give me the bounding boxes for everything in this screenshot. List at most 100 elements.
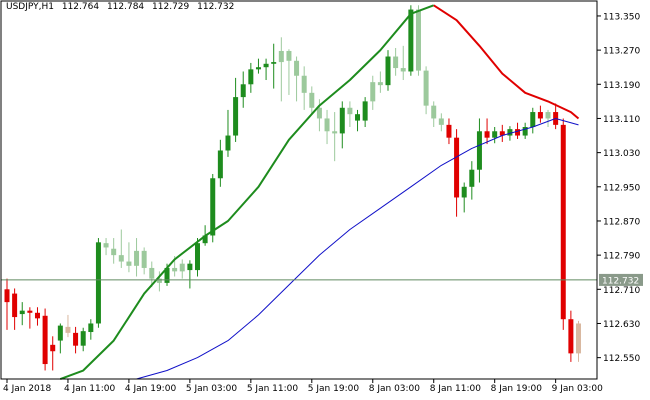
candle-body <box>27 310 33 313</box>
candle-body <box>339 107 345 134</box>
candle-body <box>309 92 315 108</box>
candle-body <box>515 129 521 136</box>
candle-body <box>111 248 117 256</box>
symbol-label: USDJPY,H1 <box>6 2 54 12</box>
candle-body <box>57 325 63 341</box>
candle-body <box>393 56 399 69</box>
envelope-line-rising <box>59 4 435 380</box>
y-tick-label: 112.710 <box>603 286 640 296</box>
candle-body <box>484 131 490 138</box>
x-tick-label: 5 Jan 11:00 <box>247 384 299 394</box>
candle-body <box>324 118 330 132</box>
x-tick-label: 4 Jan 19:00 <box>125 384 177 394</box>
candle-body <box>34 312 40 319</box>
candle-body <box>347 107 353 115</box>
candle-body <box>400 68 406 72</box>
candle-body <box>179 263 185 272</box>
y-tick-label: 112.950 <box>603 183 640 193</box>
candle-body <box>408 9 414 72</box>
candle-body <box>278 50 284 63</box>
x-tick-label: 8 Jan 03:00 <box>369 384 421 394</box>
candle-body <box>118 255 124 262</box>
y-tick-label: 112.630 <box>603 320 640 330</box>
candle-body <box>545 112 551 119</box>
candle-body <box>263 63 269 68</box>
candle-body <box>461 186 467 198</box>
candle-body <box>362 101 368 121</box>
candle-body <box>134 250 140 266</box>
candle-body <box>568 319 574 354</box>
candle-body <box>316 107 322 119</box>
candle-body <box>12 293 18 318</box>
envelope-line-falling <box>433 4 580 120</box>
candle-body <box>126 261 132 266</box>
candle-body <box>530 112 536 127</box>
candle-body <box>95 242 101 324</box>
x-tick-label: 5 Jan 03:00 <box>186 384 238 394</box>
candle-body <box>187 263 193 271</box>
candle-body <box>255 67 261 70</box>
candle-body <box>423 70 429 106</box>
candle-body <box>149 267 155 279</box>
y-tick-label: 112.550 <box>603 354 640 364</box>
candle-body <box>202 235 208 244</box>
current-price-badge <box>599 273 643 286</box>
candle-body <box>103 243 109 248</box>
candle-body <box>156 278 162 283</box>
candle-body <box>415 9 421 71</box>
candle-body <box>454 137 460 198</box>
x-tick-label: 5 Jan 19:00 <box>308 384 360 394</box>
candle-body <box>370 82 376 102</box>
candle-body <box>560 124 566 320</box>
x-tick-label: 4 Jan 11:00 <box>64 384 116 394</box>
candle-body <box>195 243 200 271</box>
candle-body <box>233 97 239 136</box>
close-value: 112.732 <box>197 2 235 12</box>
candle-body <box>88 323 94 333</box>
candle-body <box>355 114 361 121</box>
candle-body <box>576 323 581 354</box>
candle-body <box>141 250 147 268</box>
open-value: 112.764 <box>61 2 100 12</box>
candle-body <box>499 131 505 136</box>
y-tick-label: 113.030 <box>603 149 640 159</box>
candle-body <box>217 150 223 179</box>
candle-body <box>446 124 452 138</box>
candle-body <box>271 62 277 64</box>
candle-body <box>492 131 498 138</box>
y-tick-label: 113.270 <box>603 47 640 57</box>
y-tick-label: 112.870 <box>603 217 640 227</box>
candle-body <box>286 50 292 61</box>
moving-average-line <box>136 118 579 380</box>
candle-body <box>377 82 383 86</box>
candle-body <box>469 169 475 187</box>
candle-body <box>537 112 543 119</box>
x-tick-label: 4 Jan 2018 <box>3 384 51 394</box>
y-tick-label: 112.790 <box>603 252 640 262</box>
candle-body <box>80 331 86 346</box>
candle-body <box>210 178 216 236</box>
x-tick-label: 8 Jan 11:00 <box>430 384 482 394</box>
candle-body <box>294 60 300 76</box>
candle-body <box>476 131 482 170</box>
high-value: 112.784 <box>106 2 145 12</box>
candle-body <box>50 344 56 352</box>
y-tick-label: 113.190 <box>603 81 640 91</box>
candle-body <box>431 105 437 119</box>
candle-body <box>225 135 231 151</box>
plot-frame <box>0 0 598 380</box>
candle-body <box>42 315 48 365</box>
candle-body <box>164 267 170 283</box>
candle-body <box>248 69 254 85</box>
candle-body <box>4 289 10 303</box>
candle-body <box>65 326 71 333</box>
x-tick-label: 8 Jan 19:00 <box>491 384 543 394</box>
x-tick-label: 9 Jan 03:00 <box>552 384 604 394</box>
candle-body <box>385 56 391 86</box>
candle-body <box>438 118 444 125</box>
candle-body <box>73 332 79 346</box>
y-tick-label: 113.110 <box>603 115 640 125</box>
current-price-badge-label: 112.732 <box>602 276 639 286</box>
